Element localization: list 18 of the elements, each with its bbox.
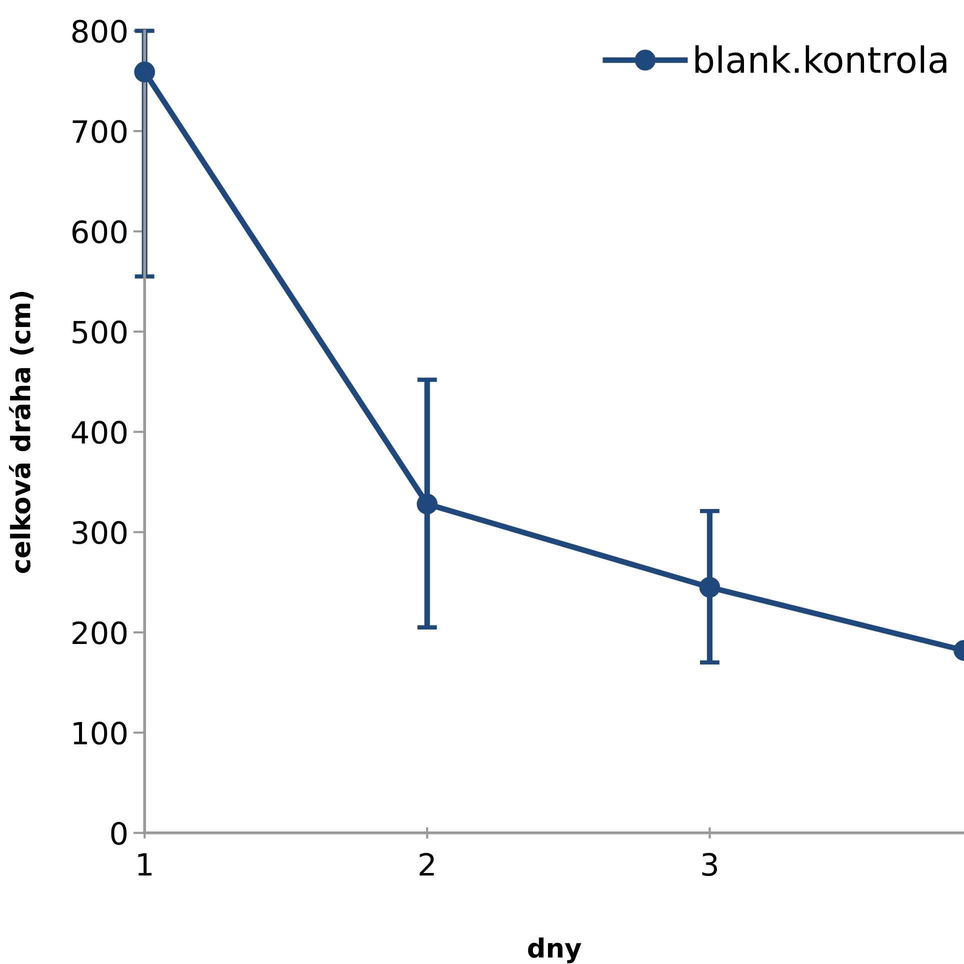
y-tick-label: 0 (111, 822, 127, 845)
y-tick-label: 100 (74, 722, 127, 745)
y-tick-label: 200 (72, 621, 127, 644)
point (134, 62, 156, 82)
point (416, 494, 438, 514)
legend-label: blank.kontrola (695, 45, 946, 74)
y-tick-label: 500 (72, 320, 127, 344)
x-axis-title: dny (528, 937, 582, 964)
y-tick-label: 300 (72, 521, 127, 544)
y-tick-label: 800 (72, 20, 127, 43)
x-tick-label: 1 (138, 853, 152, 876)
y-tick-label: 400 (72, 420, 127, 444)
y-tick-label: 700 (72, 120, 127, 144)
y-axis-title: celková dráha (cm) (8, 292, 34, 573)
y-tick-label: 600 (72, 220, 127, 244)
point (699, 576, 720, 598)
x-tick-label: 2 (420, 852, 434, 876)
x-tick-label: 3 (702, 852, 717, 876)
